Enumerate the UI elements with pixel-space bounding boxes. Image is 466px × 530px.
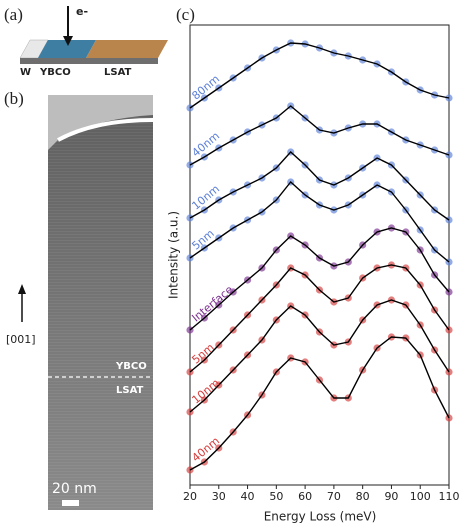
fit-line (189, 336, 450, 471)
direction-label: [001] (6, 333, 36, 346)
x-tick-label: 20 (183, 490, 197, 503)
x-tick-label: 60 (298, 490, 312, 503)
layer-label: LSAT (104, 67, 132, 78)
direction-arrowhead (18, 284, 26, 294)
x-tick-label: 80 (356, 490, 370, 503)
layer-label: LSAT (116, 385, 144, 396)
fit-line (189, 180, 450, 263)
x-tick-label: 30 (212, 490, 226, 503)
y-axis-label: Intensity (a.u.) (167, 211, 181, 299)
x-tick-label: 40 (241, 490, 255, 503)
series-label: Interface (190, 283, 236, 325)
x-tick-label: 110 (439, 490, 460, 503)
fit-line (189, 151, 450, 221)
tem-surface (57, 118, 154, 142)
panel-label: (b) (4, 89, 24, 108)
slab-edge (20, 58, 158, 64)
layer-label: YBCO (115, 361, 147, 372)
fit-line (189, 299, 450, 413)
fit-line (189, 264, 450, 373)
scale-bar-label: 20 nm (52, 481, 97, 497)
fit-line (189, 105, 450, 166)
x-tick-label: 50 (269, 490, 283, 503)
panel-label: (a) (4, 5, 23, 24)
layer-lsat (86, 40, 168, 58)
fit-line (189, 42, 450, 109)
x-axis-label: Energy Loss (meV) (264, 510, 377, 524)
panel-label: (c) (176, 5, 195, 24)
scale-bar (62, 500, 79, 506)
fit-line (189, 227, 450, 331)
beam-label: e- (76, 5, 88, 18)
layer-label: W (20, 67, 31, 78)
x-tick-label: 100 (410, 490, 431, 503)
layer-label: YBCO (39, 67, 71, 78)
x-tick-label: 70 (327, 490, 341, 503)
tem-cap (48, 95, 153, 150)
layer-ybco (38, 40, 96, 58)
tem-texture (48, 95, 153, 510)
x-tick-label: 90 (384, 490, 398, 503)
beam-arrowhead (63, 36, 73, 46)
